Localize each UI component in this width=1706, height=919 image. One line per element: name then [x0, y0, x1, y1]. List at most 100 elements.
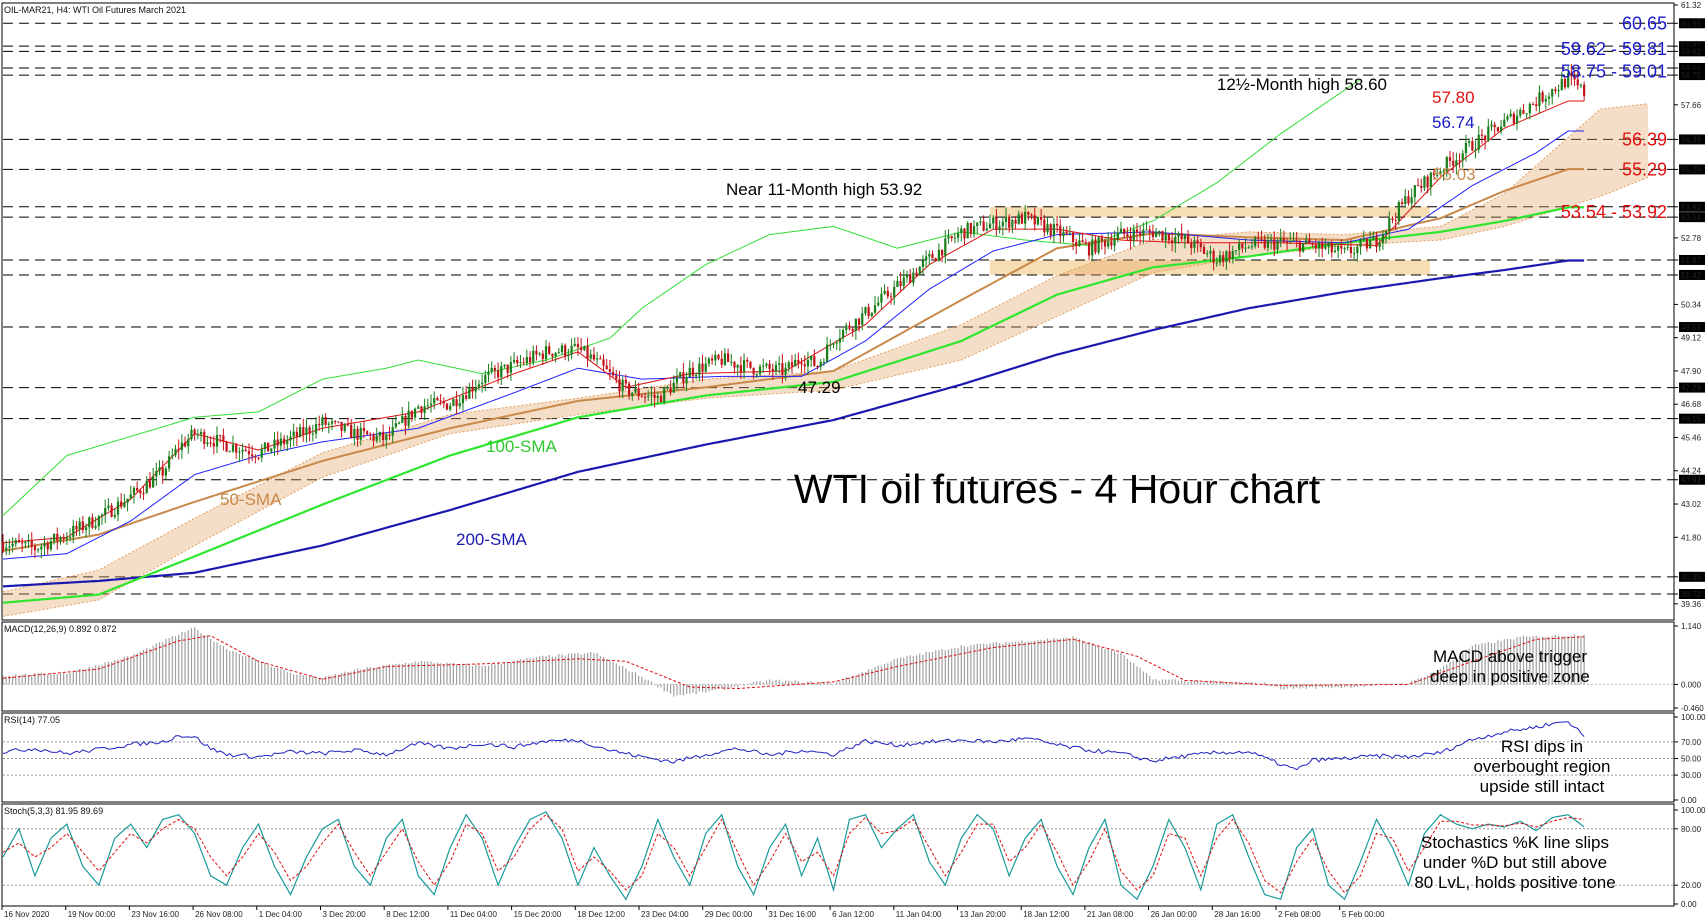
- candle-body: [407, 410, 410, 426]
- candle-body: [503, 364, 506, 367]
- candle-body: [468, 386, 471, 399]
- candle-body: [1448, 157, 1452, 161]
- candle-body: [596, 358, 599, 360]
- candle-body: [1190, 243, 1193, 248]
- candle-body: [228, 451, 231, 453]
- candle-body: [1011, 219, 1014, 228]
- candle-body: [1499, 126, 1503, 132]
- y-tick-label: 41.80: [1681, 533, 1702, 542]
- candle-body: [1123, 228, 1126, 235]
- candle-body: [717, 354, 720, 359]
- candle-body: [1369, 239, 1372, 249]
- candle-body: [359, 427, 362, 440]
- candle-body: [49, 541, 53, 550]
- candle-body: [1202, 247, 1206, 254]
- candle-body: [1503, 119, 1506, 127]
- candle-body: [576, 343, 580, 348]
- level-price-tag: [1679, 382, 1705, 393]
- candle-body: [519, 362, 522, 364]
- candle-body: [276, 439, 279, 446]
- candle-body: [573, 343, 576, 346]
- candle-body: [1384, 231, 1388, 235]
- candle-body: [794, 359, 797, 367]
- candle-body: [426, 405, 429, 407]
- candle-body: [931, 254, 934, 259]
- candle-body: [976, 222, 979, 226]
- candle-body: [231, 444, 235, 452]
- candle-body: [1043, 219, 1046, 233]
- candle-body: [72, 525, 75, 537]
- candle-body: [477, 384, 481, 388]
- candle-body: [749, 361, 752, 368]
- tenkan-value-label: 57.80: [1432, 88, 1475, 107]
- level-price-tag: [1679, 134, 1705, 145]
- level-annotation: 53.54 - 53.92: [1561, 202, 1667, 222]
- candle-body: [1301, 243, 1305, 252]
- candle-body: [1487, 126, 1490, 141]
- candle-body: [602, 359, 605, 366]
- candle-body: [797, 359, 800, 364]
- candle-body: [787, 362, 790, 368]
- low-value-label: 47.29: [798, 378, 841, 397]
- candle-body: [937, 249, 941, 260]
- rsi-panel-frame: [1, 712, 1675, 803]
- candle-body: [631, 392, 634, 396]
- candle-body: [1097, 237, 1100, 253]
- sma100-line: [2, 206, 1585, 604]
- candle-body: [557, 352, 560, 354]
- candle-body: [1330, 242, 1333, 253]
- candle-body: [410, 410, 413, 418]
- candle-body: [1289, 240, 1292, 243]
- candle-body: [548, 346, 551, 354]
- candle-body: [1218, 255, 1222, 263]
- candle-body: [436, 398, 439, 401]
- candle-body: [589, 354, 592, 359]
- candle-body: [624, 379, 627, 384]
- cloud-span-b: [2, 176, 1649, 617]
- candle-body: [1554, 89, 1557, 91]
- candle-body: [944, 238, 947, 256]
- candle-body: [433, 398, 436, 404]
- candle-body: [1570, 73, 1573, 77]
- y-tick-label: 49.51: [1681, 323, 1702, 332]
- candle-body: [883, 290, 886, 294]
- candle-body: [599, 358, 602, 360]
- candle-body: [1509, 113, 1512, 117]
- candle-body: [37, 549, 40, 551]
- candle-body: [1059, 225, 1062, 237]
- candle-body: [1135, 229, 1139, 233]
- candle-body: [490, 367, 493, 372]
- candle-body: [1381, 234, 1385, 244]
- candle-body: [1014, 219, 1017, 224]
- candle-body: [905, 274, 909, 278]
- candle-body: [337, 421, 340, 423]
- candle-body: [247, 451, 251, 455]
- candle-body: [196, 434, 199, 436]
- candle-body: [1573, 76, 1576, 80]
- candle-body: [1078, 240, 1081, 246]
- candle-body: [947, 236, 950, 239]
- candle-body: [1353, 253, 1356, 255]
- candle-body: [570, 345, 573, 355]
- candle-body: [1154, 232, 1158, 238]
- candle-body: [298, 427, 302, 437]
- candle-body: [1567, 73, 1570, 88]
- candle-body: [225, 441, 228, 452]
- candle-body: [918, 266, 921, 276]
- candle-body: [420, 406, 423, 413]
- candle-body: [123, 502, 126, 507]
- candle-body: [1062, 231, 1065, 237]
- macd-note-line: deep in positive zone: [1430, 667, 1590, 686]
- candle-body: [915, 272, 918, 276]
- candle-body: [270, 448, 273, 452]
- candle-body: [203, 431, 206, 445]
- candle-body: [1113, 239, 1116, 246]
- candle-body: [1468, 141, 1471, 143]
- candle-body: [21, 542, 24, 544]
- candle-body: [305, 427, 308, 435]
- candle-body: [263, 442, 267, 450]
- candle-body: [532, 350, 535, 363]
- x-tick-label: 21 Jan 08:00: [1087, 910, 1134, 919]
- candle-body: [1551, 89, 1554, 97]
- candle-body: [586, 346, 589, 359]
